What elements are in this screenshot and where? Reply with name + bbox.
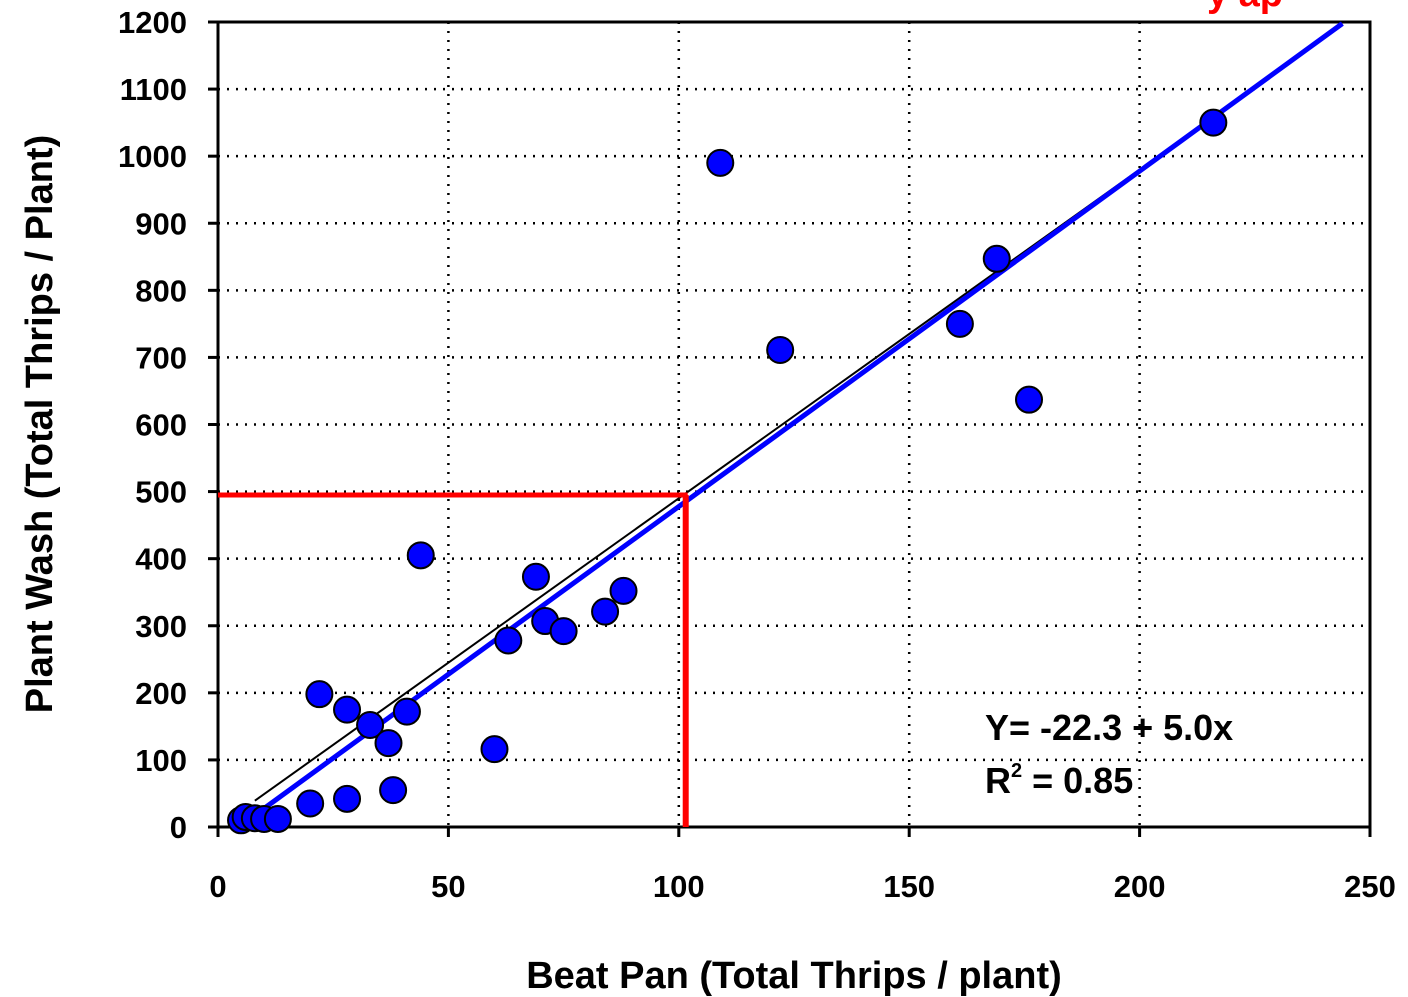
x-tick-label: 150 [883, 869, 935, 904]
x-tick-label: 0 [209, 869, 226, 904]
data-point [982, 244, 1011, 273]
data-point [374, 729, 403, 758]
y-tick-label: 400 [135, 542, 187, 577]
data-point [296, 789, 325, 818]
data-point [609, 576, 638, 605]
y-tick-label: 200 [135, 676, 187, 711]
chart-title-fragment: y ap [1207, 0, 1283, 15]
tick-labels: 0 50 100 150 200 250 0 100 200 300 400 500 600 700 800… [118, 5, 1396, 904]
x-tick-label: 200 [1114, 869, 1166, 904]
data-point [494, 626, 523, 655]
data-point [333, 784, 362, 813]
data-point [356, 711, 385, 740]
regression-line [262, 21, 1344, 811]
data-point [305, 680, 334, 709]
data-point [549, 617, 578, 646]
y-tick-label: 700 [135, 340, 187, 375]
y-tick-label: 1100 [120, 72, 187, 107]
data-point [406, 541, 435, 570]
regression-equation: Y= -22.3 + 5.0x [985, 707, 1233, 748]
data-point [945, 309, 974, 338]
y-tick-label: 100 [135, 743, 187, 778]
x-tick-label: 250 [1344, 869, 1396, 904]
y-tick-label: 0 [170, 810, 187, 845]
data-point [1015, 385, 1044, 414]
data-point [591, 597, 620, 626]
data-point [379, 776, 408, 805]
data-point [333, 695, 362, 724]
data-point [263, 804, 292, 833]
data-point [521, 562, 550, 591]
y-tick-label: 600 [135, 408, 187, 443]
y-tick-label: 300 [135, 609, 187, 644]
data-point [392, 697, 421, 726]
y-tick-label: 1000 [118, 139, 187, 174]
data-point [706, 148, 735, 177]
y-tick-label: 500 [135, 475, 187, 510]
data-point [1199, 108, 1228, 137]
data-points [227, 108, 1228, 835]
y-tick-label: 900 [135, 206, 187, 241]
x-axis-label: Beat Pan (Total Thrips / plant) [526, 955, 1062, 997]
fit-lines [254, 21, 1344, 811]
r-squared-label: R2 = 0.85 [985, 760, 1133, 801]
y-axis-label: Plant Wash (Total Thrips / Plant) [19, 135, 61, 713]
x-tick-label: 100 [653, 869, 705, 904]
data-point [480, 735, 509, 764]
y-tick-label: 1200 [118, 5, 187, 40]
threshold-lines [218, 492, 689, 827]
x-tick-label: 50 [431, 869, 465, 904]
y-tick-label: 800 [135, 273, 187, 308]
data-point [766, 336, 795, 365]
